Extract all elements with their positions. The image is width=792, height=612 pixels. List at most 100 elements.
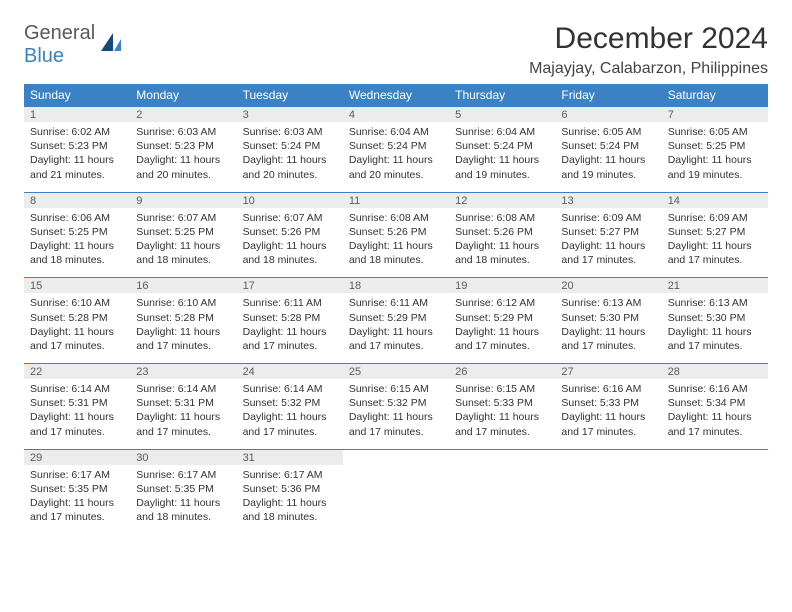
day-of-week-header: Wednesday	[343, 84, 449, 107]
day-number: 6	[555, 107, 661, 122]
calendar-day-cell: 25Sunrise: 6:15 AMSunset: 5:32 PMDayligh…	[343, 364, 449, 450]
day-number: 16	[130, 278, 236, 293]
sunset-line: Sunset: 5:25 PM	[30, 225, 124, 239]
day-number: 3	[237, 107, 343, 122]
day-number: 15	[24, 278, 130, 293]
day-number: 26	[449, 364, 555, 379]
empty-cell	[662, 449, 768, 534]
sunset-line: Sunset: 5:23 PM	[136, 139, 230, 153]
day-details: Sunrise: 6:02 AMSunset: 5:23 PMDaylight:…	[24, 122, 130, 192]
daylight-line: Daylight: 11 hours and 17 minutes.	[668, 410, 762, 438]
day-details: Sunrise: 6:14 AMSunset: 5:31 PMDaylight:…	[24, 379, 130, 449]
day-details: Sunrise: 6:04 AMSunset: 5:24 PMDaylight:…	[449, 122, 555, 192]
calendar-day-cell: 10Sunrise: 6:07 AMSunset: 5:26 PMDayligh…	[237, 192, 343, 278]
day-details: Sunrise: 6:09 AMSunset: 5:27 PMDaylight:…	[662, 208, 768, 278]
day-number: 10	[237, 193, 343, 208]
calendar-day-cell: 2Sunrise: 6:03 AMSunset: 5:23 PMDaylight…	[130, 107, 236, 193]
day-number: 5	[449, 107, 555, 122]
day-details: Sunrise: 6:13 AMSunset: 5:30 PMDaylight:…	[555, 293, 661, 363]
logo-text-blue: Blue	[24, 45, 64, 67]
sunset-line: Sunset: 5:28 PM	[136, 311, 230, 325]
day-details: Sunrise: 6:04 AMSunset: 5:24 PMDaylight:…	[343, 122, 449, 192]
calendar-day-cell: 13Sunrise: 6:09 AMSunset: 5:27 PMDayligh…	[555, 192, 661, 278]
daylight-line: Daylight: 11 hours and 17 minutes.	[243, 325, 337, 353]
days-of-week-row: SundayMondayTuesdayWednesdayThursdayFrid…	[24, 84, 768, 107]
sunset-line: Sunset: 5:28 PM	[243, 311, 337, 325]
day-number: 12	[449, 193, 555, 208]
day-details: Sunrise: 6:05 AMSunset: 5:25 PMDaylight:…	[662, 122, 768, 192]
day-details: Sunrise: 6:14 AMSunset: 5:32 PMDaylight:…	[237, 379, 343, 449]
daylight-line: Daylight: 11 hours and 17 minutes.	[455, 325, 549, 353]
day-of-week-header: Sunday	[24, 84, 130, 107]
calendar-day-cell: 27Sunrise: 6:16 AMSunset: 5:33 PMDayligh…	[555, 364, 661, 450]
day-details: Sunrise: 6:10 AMSunset: 5:28 PMDaylight:…	[130, 293, 236, 363]
sunset-line: Sunset: 5:33 PM	[455, 396, 549, 410]
sunset-line: Sunset: 5:30 PM	[561, 311, 655, 325]
calendar-day-cell: 17Sunrise: 6:11 AMSunset: 5:28 PMDayligh…	[237, 278, 343, 364]
daylight-line: Daylight: 11 hours and 17 minutes.	[349, 410, 443, 438]
calendar-day-cell: 29Sunrise: 6:17 AMSunset: 5:35 PMDayligh…	[24, 449, 130, 534]
calendar-table: SundayMondayTuesdayWednesdayThursdayFrid…	[24, 84, 768, 534]
calendar-day-cell: 20Sunrise: 6:13 AMSunset: 5:30 PMDayligh…	[555, 278, 661, 364]
daylight-line: Daylight: 11 hours and 17 minutes.	[30, 410, 124, 438]
calendar-body: 1Sunrise: 6:02 AMSunset: 5:23 PMDaylight…	[24, 107, 768, 535]
calendar-day-cell: 31Sunrise: 6:17 AMSunset: 5:36 PMDayligh…	[237, 449, 343, 534]
day-number: 21	[662, 278, 768, 293]
day-of-week-header: Thursday	[449, 84, 555, 107]
daylight-line: Daylight: 11 hours and 21 minutes.	[30, 153, 124, 181]
sunset-line: Sunset: 5:31 PM	[30, 396, 124, 410]
day-number: 9	[130, 193, 236, 208]
calendar-week-row: 29Sunrise: 6:17 AMSunset: 5:35 PMDayligh…	[24, 449, 768, 534]
calendar-week-row: 8Sunrise: 6:06 AMSunset: 5:25 PMDaylight…	[24, 192, 768, 278]
sunset-line: Sunset: 5:27 PM	[668, 225, 762, 239]
calendar-day-cell: 15Sunrise: 6:10 AMSunset: 5:28 PMDayligh…	[24, 278, 130, 364]
sunrise-line: Sunrise: 6:15 AM	[455, 382, 549, 396]
daylight-line: Daylight: 11 hours and 19 minutes.	[455, 153, 549, 181]
sunrise-line: Sunrise: 6:12 AM	[455, 296, 549, 310]
sunrise-line: Sunrise: 6:04 AM	[455, 125, 549, 139]
sunrise-line: Sunrise: 6:07 AM	[136, 211, 230, 225]
calendar-day-cell: 16Sunrise: 6:10 AMSunset: 5:28 PMDayligh…	[130, 278, 236, 364]
sunrise-line: Sunrise: 6:09 AM	[668, 211, 762, 225]
sunset-line: Sunset: 5:26 PM	[349, 225, 443, 239]
location: Majayjay, Calabarzon, Philippines	[529, 60, 768, 78]
day-number: 13	[555, 193, 661, 208]
day-details: Sunrise: 6:03 AMSunset: 5:23 PMDaylight:…	[130, 122, 236, 192]
calendar-day-cell: 19Sunrise: 6:12 AMSunset: 5:29 PMDayligh…	[449, 278, 555, 364]
daylight-line: Daylight: 11 hours and 17 minutes.	[243, 410, 337, 438]
day-number: 23	[130, 364, 236, 379]
sunrise-line: Sunrise: 6:07 AM	[243, 211, 337, 225]
daylight-line: Daylight: 11 hours and 17 minutes.	[668, 325, 762, 353]
sunset-line: Sunset: 5:31 PM	[136, 396, 230, 410]
day-details: Sunrise: 6:11 AMSunset: 5:29 PMDaylight:…	[343, 293, 449, 363]
sunrise-line: Sunrise: 6:14 AM	[136, 382, 230, 396]
day-number: 17	[237, 278, 343, 293]
logo: General Blue	[24, 22, 123, 68]
sunrise-line: Sunrise: 6:16 AM	[668, 382, 762, 396]
calendar-day-cell: 30Sunrise: 6:17 AMSunset: 5:35 PMDayligh…	[130, 449, 236, 534]
sunset-line: Sunset: 5:28 PM	[30, 311, 124, 325]
calendar-day-cell: 24Sunrise: 6:14 AMSunset: 5:32 PMDayligh…	[237, 364, 343, 450]
day-details: Sunrise: 6:03 AMSunset: 5:24 PMDaylight:…	[237, 122, 343, 192]
day-details: Sunrise: 6:15 AMSunset: 5:32 PMDaylight:…	[343, 379, 449, 449]
day-number: 24	[237, 364, 343, 379]
day-details: Sunrise: 6:17 AMSunset: 5:35 PMDaylight:…	[24, 465, 130, 535]
day-details: Sunrise: 6:14 AMSunset: 5:31 PMDaylight:…	[130, 379, 236, 449]
day-details: Sunrise: 6:11 AMSunset: 5:28 PMDaylight:…	[237, 293, 343, 363]
sunrise-line: Sunrise: 6:05 AM	[561, 125, 655, 139]
day-number: 19	[449, 278, 555, 293]
daylight-line: Daylight: 11 hours and 20 minutes.	[349, 153, 443, 181]
sunset-line: Sunset: 5:25 PM	[668, 139, 762, 153]
sunset-line: Sunset: 5:24 PM	[561, 139, 655, 153]
daylight-line: Daylight: 11 hours and 18 minutes.	[455, 239, 549, 267]
day-details: Sunrise: 6:09 AMSunset: 5:27 PMDaylight:…	[555, 208, 661, 278]
sunrise-line: Sunrise: 6:16 AM	[561, 382, 655, 396]
sunset-line: Sunset: 5:25 PM	[136, 225, 230, 239]
sunrise-line: Sunrise: 6:11 AM	[243, 296, 337, 310]
sunrise-line: Sunrise: 6:08 AM	[455, 211, 549, 225]
daylight-line: Daylight: 11 hours and 17 minutes.	[455, 410, 549, 438]
sunset-line: Sunset: 5:36 PM	[243, 482, 337, 496]
day-number: 7	[662, 107, 768, 122]
day-of-week-header: Friday	[555, 84, 661, 107]
calendar-day-cell: 11Sunrise: 6:08 AMSunset: 5:26 PMDayligh…	[343, 192, 449, 278]
